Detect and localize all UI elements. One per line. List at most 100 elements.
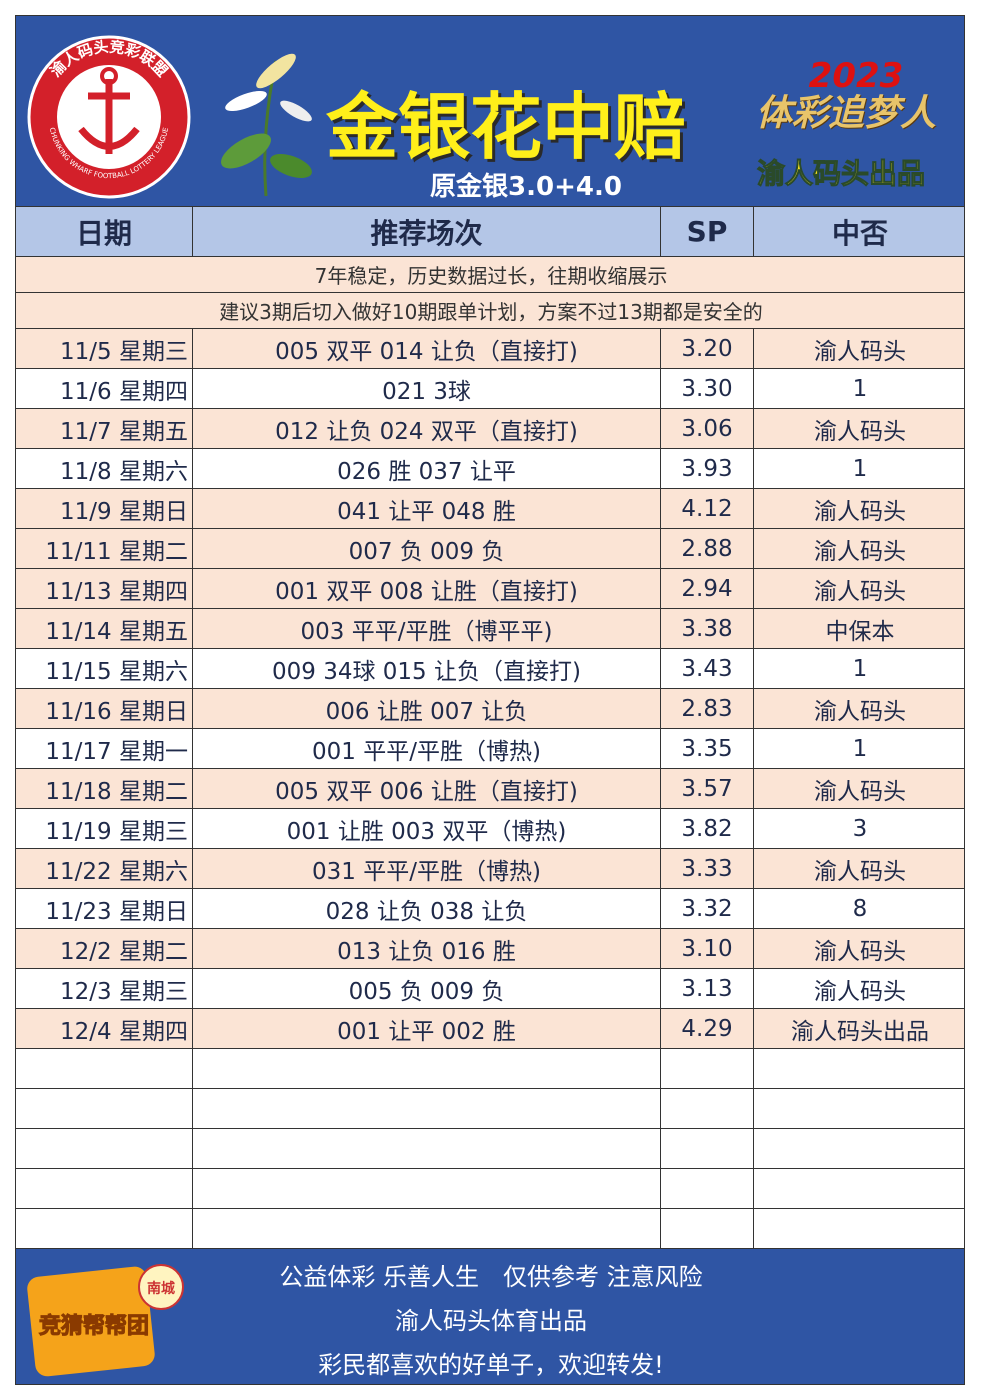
producer: 渝人码头出品 [756, 157, 925, 191]
cell: 8 [852, 895, 868, 922]
empty-cell [661, 1089, 754, 1128]
sheet: 渝人码头竞彩联盟 CHUNKING WHARF FOOTBALL LOTTERY… [15, 15, 965, 1385]
logo-year: 2023 [808, 56, 904, 96]
empty-cell [661, 1129, 754, 1168]
badge: 南城 竞猜帮帮团 [27, 1264, 184, 1377]
table-row: 11/8 星期六 026 胜 037 让平 3.93 1 [16, 449, 964, 489]
empty-cell [754, 1169, 964, 1208]
empty-cell [193, 1089, 661, 1128]
cell: 渝人码头出品 [791, 1018, 929, 1045]
cell: 11/6 星期四 [16, 369, 193, 408]
cell: 3.57 [661, 769, 754, 808]
empty-cell [754, 1209, 964, 1248]
cell: 11/13 星期四 [16, 569, 193, 608]
cell: 渝人码头 [814, 338, 906, 365]
cell: 渝人码头 [814, 778, 906, 805]
cell: 11/15 星期六 [16, 649, 193, 688]
badge-text: 竞猜帮帮团 [39, 1313, 149, 1339]
cell: 11/22 星期六 [16, 849, 193, 888]
cell: 11/23 星期日 [16, 889, 193, 928]
cell: 11/8 星期六 [16, 449, 193, 488]
empty-cell [16, 1169, 193, 1208]
empty-row [16, 1209, 964, 1249]
cell: 3.33 [661, 849, 754, 888]
cell: 3.82 [661, 809, 754, 848]
empty-row [16, 1129, 964, 1169]
cell: 1 [852, 455, 868, 482]
cell: 12/2 星期二 [16, 929, 193, 968]
cell: 渝人码头 [814, 538, 906, 565]
column-title: 中否 [831, 216, 888, 250]
cell: 001 平平/平胜（博热) [193, 729, 661, 768]
cell: 11/18 星期二 [16, 769, 193, 808]
empty-row [16, 1169, 964, 1209]
cell: 3.10 [661, 929, 754, 968]
header: 渝人码头竞彩联盟 CHUNKING WHARF FOOTBALL LOTTERY… [16, 16, 964, 206]
empty-cell [193, 1209, 661, 1248]
cell: 渝人码头 [814, 578, 906, 605]
column-title: 日期 [16, 207, 193, 256]
cell: 4.29 [661, 1009, 754, 1048]
cell: 渝人码头 [814, 418, 906, 445]
table-row: 11/15 星期六 009 34球 015 让负（直接打) 3.43 1 [16, 649, 964, 689]
cell: 013 让负 016 胜 [193, 929, 661, 968]
cell: 11/9 星期日 [16, 489, 193, 528]
cell: 026 胜 037 让平 [193, 449, 661, 488]
cell: 11/17 星期一 [16, 729, 193, 768]
cell: 11/16 星期日 [16, 689, 193, 728]
cell: 3.35 [661, 729, 754, 768]
cell: 031 平平/平胜（博热) [193, 849, 661, 888]
table-row: 11/17 星期一 001 平平/平胜（博热) 3.35 1 [16, 729, 964, 769]
empty-row [16, 1089, 964, 1129]
table-row: 11/11 星期二 007 负 009 负 2.88 渝人码头 [16, 529, 964, 569]
note: 7年稳定，历史数据过长，往期收缩展示 [16, 257, 964, 293]
table-row: 11/5 星期三 005 双平 014 让负（直接打) 3.20 渝人码头 [16, 329, 964, 369]
cell: 009 34球 015 让负（直接打) [193, 649, 661, 688]
column-title: 推荐场次 [193, 207, 661, 256]
cell: 3.93 [661, 449, 754, 488]
table-row: 11/14 星期五 003 平平/平胜（博平平) 3.38 中保本 [16, 609, 964, 649]
cell: 007 负 009 负 [193, 529, 661, 568]
empty-cell [661, 1169, 754, 1208]
cell: 3.43 [661, 649, 754, 688]
column-header: 日期 推荐场次 SP 中否 [16, 206, 964, 257]
cell: 005 负 009 负 [193, 969, 661, 1008]
cell: 11/19 星期三 [16, 809, 193, 848]
badge-tag: 南城 [147, 1280, 175, 1297]
cell: 001 双平 008 让胜（直接打) [193, 569, 661, 608]
subtitle: 原金银3.0+4.0 [430, 172, 622, 202]
cell: 3 [852, 815, 868, 842]
empty-cell [16, 1049, 193, 1088]
empty-cell [754, 1129, 964, 1168]
cell: 4.12 [661, 489, 754, 528]
cell: 3.13 [661, 969, 754, 1008]
cell: 001 让平 002 胜 [193, 1009, 661, 1048]
cell: 2.83 [661, 689, 754, 728]
cell: 渝人码头 [814, 698, 906, 725]
empty-cell [661, 1209, 754, 1248]
table-row: 11/7 星期五 012 让负 024 双平（直接打) 3.06 渝人码头 [16, 409, 964, 449]
cell: 021 3球 [193, 369, 661, 408]
cell: 1 [852, 655, 868, 682]
cell: 005 双平 006 让胜（直接打) [193, 769, 661, 808]
table-row: 11/19 星期三 001 让胜 003 双平（博热) 3.82 3 [16, 809, 964, 849]
cell: 3.38 [661, 609, 754, 648]
table-row: 11/22 星期六 031 平平/平胜（博热) 3.33 渝人码头 [16, 849, 964, 889]
cell: 3.30 [661, 369, 754, 408]
table-row: 12/4 星期四 001 让平 002 胜 4.29 渝人码头出品 [16, 1009, 964, 1049]
table-row: 11/6 星期四 021 3球 3.30 1 [16, 369, 964, 409]
empty-cell [754, 1089, 964, 1128]
cell: 11/7 星期五 [16, 409, 193, 448]
logo-left: 渝人码头竞彩联盟 CHUNKING WHARF FOOTBALL LOTTERY… [27, 35, 191, 199]
cell: 001 让胜 003 双平（博热) [193, 809, 661, 848]
cell: 006 让胜 007 让负 [193, 689, 661, 728]
empty-cell [193, 1049, 661, 1088]
empty-row [16, 1049, 964, 1089]
title: 金银花中赔 [325, 85, 686, 169]
cell: 渝人码头 [814, 978, 906, 1005]
cell: 3.06 [661, 409, 754, 448]
flower-art [221, 53, 312, 197]
note: 建议3期后切入做好10期跟单计划，方案不过13期都是安全的 [16, 293, 964, 329]
footer: 南城 竞猜帮帮团 公益体彩 乐善人生 仅供参考 注意风险 渝人码头体育出品 彩民都喜… [16, 1249, 964, 1384]
